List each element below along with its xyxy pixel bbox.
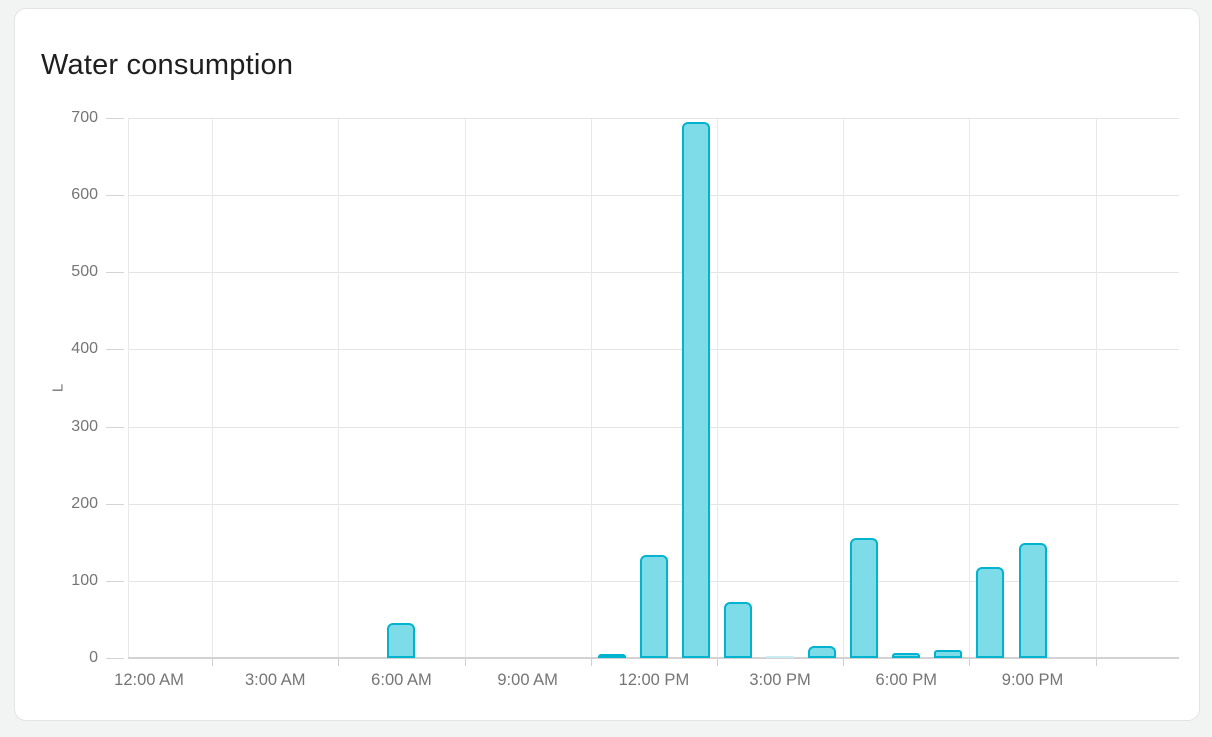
bar-hour-16[interactable] [808, 645, 837, 658]
x-tick-label: 9:00 PM [1001, 671, 1064, 689]
x-tick-label: 12:00 AM [114, 671, 184, 689]
bar-hour-18[interactable] [892, 652, 921, 658]
bar-hour-14[interactable] [724, 601, 752, 658]
y-tick-label: 0 [89, 649, 98, 666]
x-gridline [969, 118, 971, 658]
x-tick [716, 658, 718, 666]
y-axis-title: L [49, 383, 67, 393]
x-tick-label: 3:00 PM [749, 671, 811, 689]
y-tick [106, 580, 124, 582]
bar-hour-12[interactable] [639, 555, 668, 658]
y-gridline-500 [128, 272, 1179, 274]
x-tick [464, 658, 466, 666]
x-gridline [843, 118, 845, 658]
y-tick [106, 195, 124, 197]
bar-hour-6[interactable] [387, 623, 416, 658]
y-tick-label: 500 [71, 263, 98, 281]
y-axis-line [128, 118, 129, 658]
bar-hour-11[interactable] [597, 654, 626, 658]
y-tick [106, 272, 124, 274]
x-gridline [716, 118, 718, 658]
bar-hour-20[interactable] [976, 566, 1005, 658]
y-tick-label: 100 [71, 571, 98, 589]
bar-hour-17[interactable] [850, 538, 879, 658]
bar-hour-19[interactable] [934, 649, 963, 658]
x-gridline [590, 118, 592, 658]
y-tick [106, 349, 124, 351]
y-tick-label: 300 [71, 417, 98, 435]
x-tick [969, 658, 971, 666]
x-tick [1095, 658, 1097, 666]
x-gridline [464, 118, 466, 658]
y-tick-label: 200 [71, 494, 98, 512]
y-gridline-700 [128, 118, 1179, 119]
x-tick-label: 6:00 PM [875, 671, 938, 689]
x-gridline [1095, 118, 1097, 658]
y-tick [106, 118, 124, 119]
y-tick [106, 503, 124, 505]
y-tick-label: 700 [71, 109, 98, 126]
x-tick-label: 3:00 AM [244, 671, 306, 689]
x-gridline [338, 118, 340, 658]
y-gridline-300 [128, 426, 1179, 428]
y-gridline-200 [128, 503, 1179, 505]
y-tick [106, 426, 124, 428]
bar-hour-15[interactable] [766, 656, 795, 658]
x-tick-label: 9:00 AM [497, 671, 558, 689]
bar-hour-13[interactable] [681, 121, 710, 658]
y-gridline-400 [128, 349, 1179, 351]
x-tick [338, 658, 340, 666]
x-tick-label: 6:00 AM [371, 671, 432, 689]
x-tick [843, 658, 845, 666]
x-tick [212, 658, 214, 666]
water-consumption-chart: L 0 100 200 300 400 500 600 700 12:00 AM 3:00 AM 6… [50, 109, 1179, 689]
chart-card: Water consumption L 0 100 200 300 400 500 600 7… [14, 8, 1200, 721]
x-axis-line [128, 657, 1179, 659]
chart-title: Water consumption [41, 49, 294, 81]
y-tick-label: 600 [71, 186, 98, 204]
y-tick [106, 658, 124, 659]
x-gridline [212, 118, 214, 658]
y-tick-label: 400 [71, 340, 98, 358]
y-gridline-600 [128, 195, 1179, 197]
bar-hour-21[interactable] [1018, 543, 1047, 658]
x-tick [590, 658, 592, 666]
x-tick-label: 12:00 PM [618, 671, 690, 689]
